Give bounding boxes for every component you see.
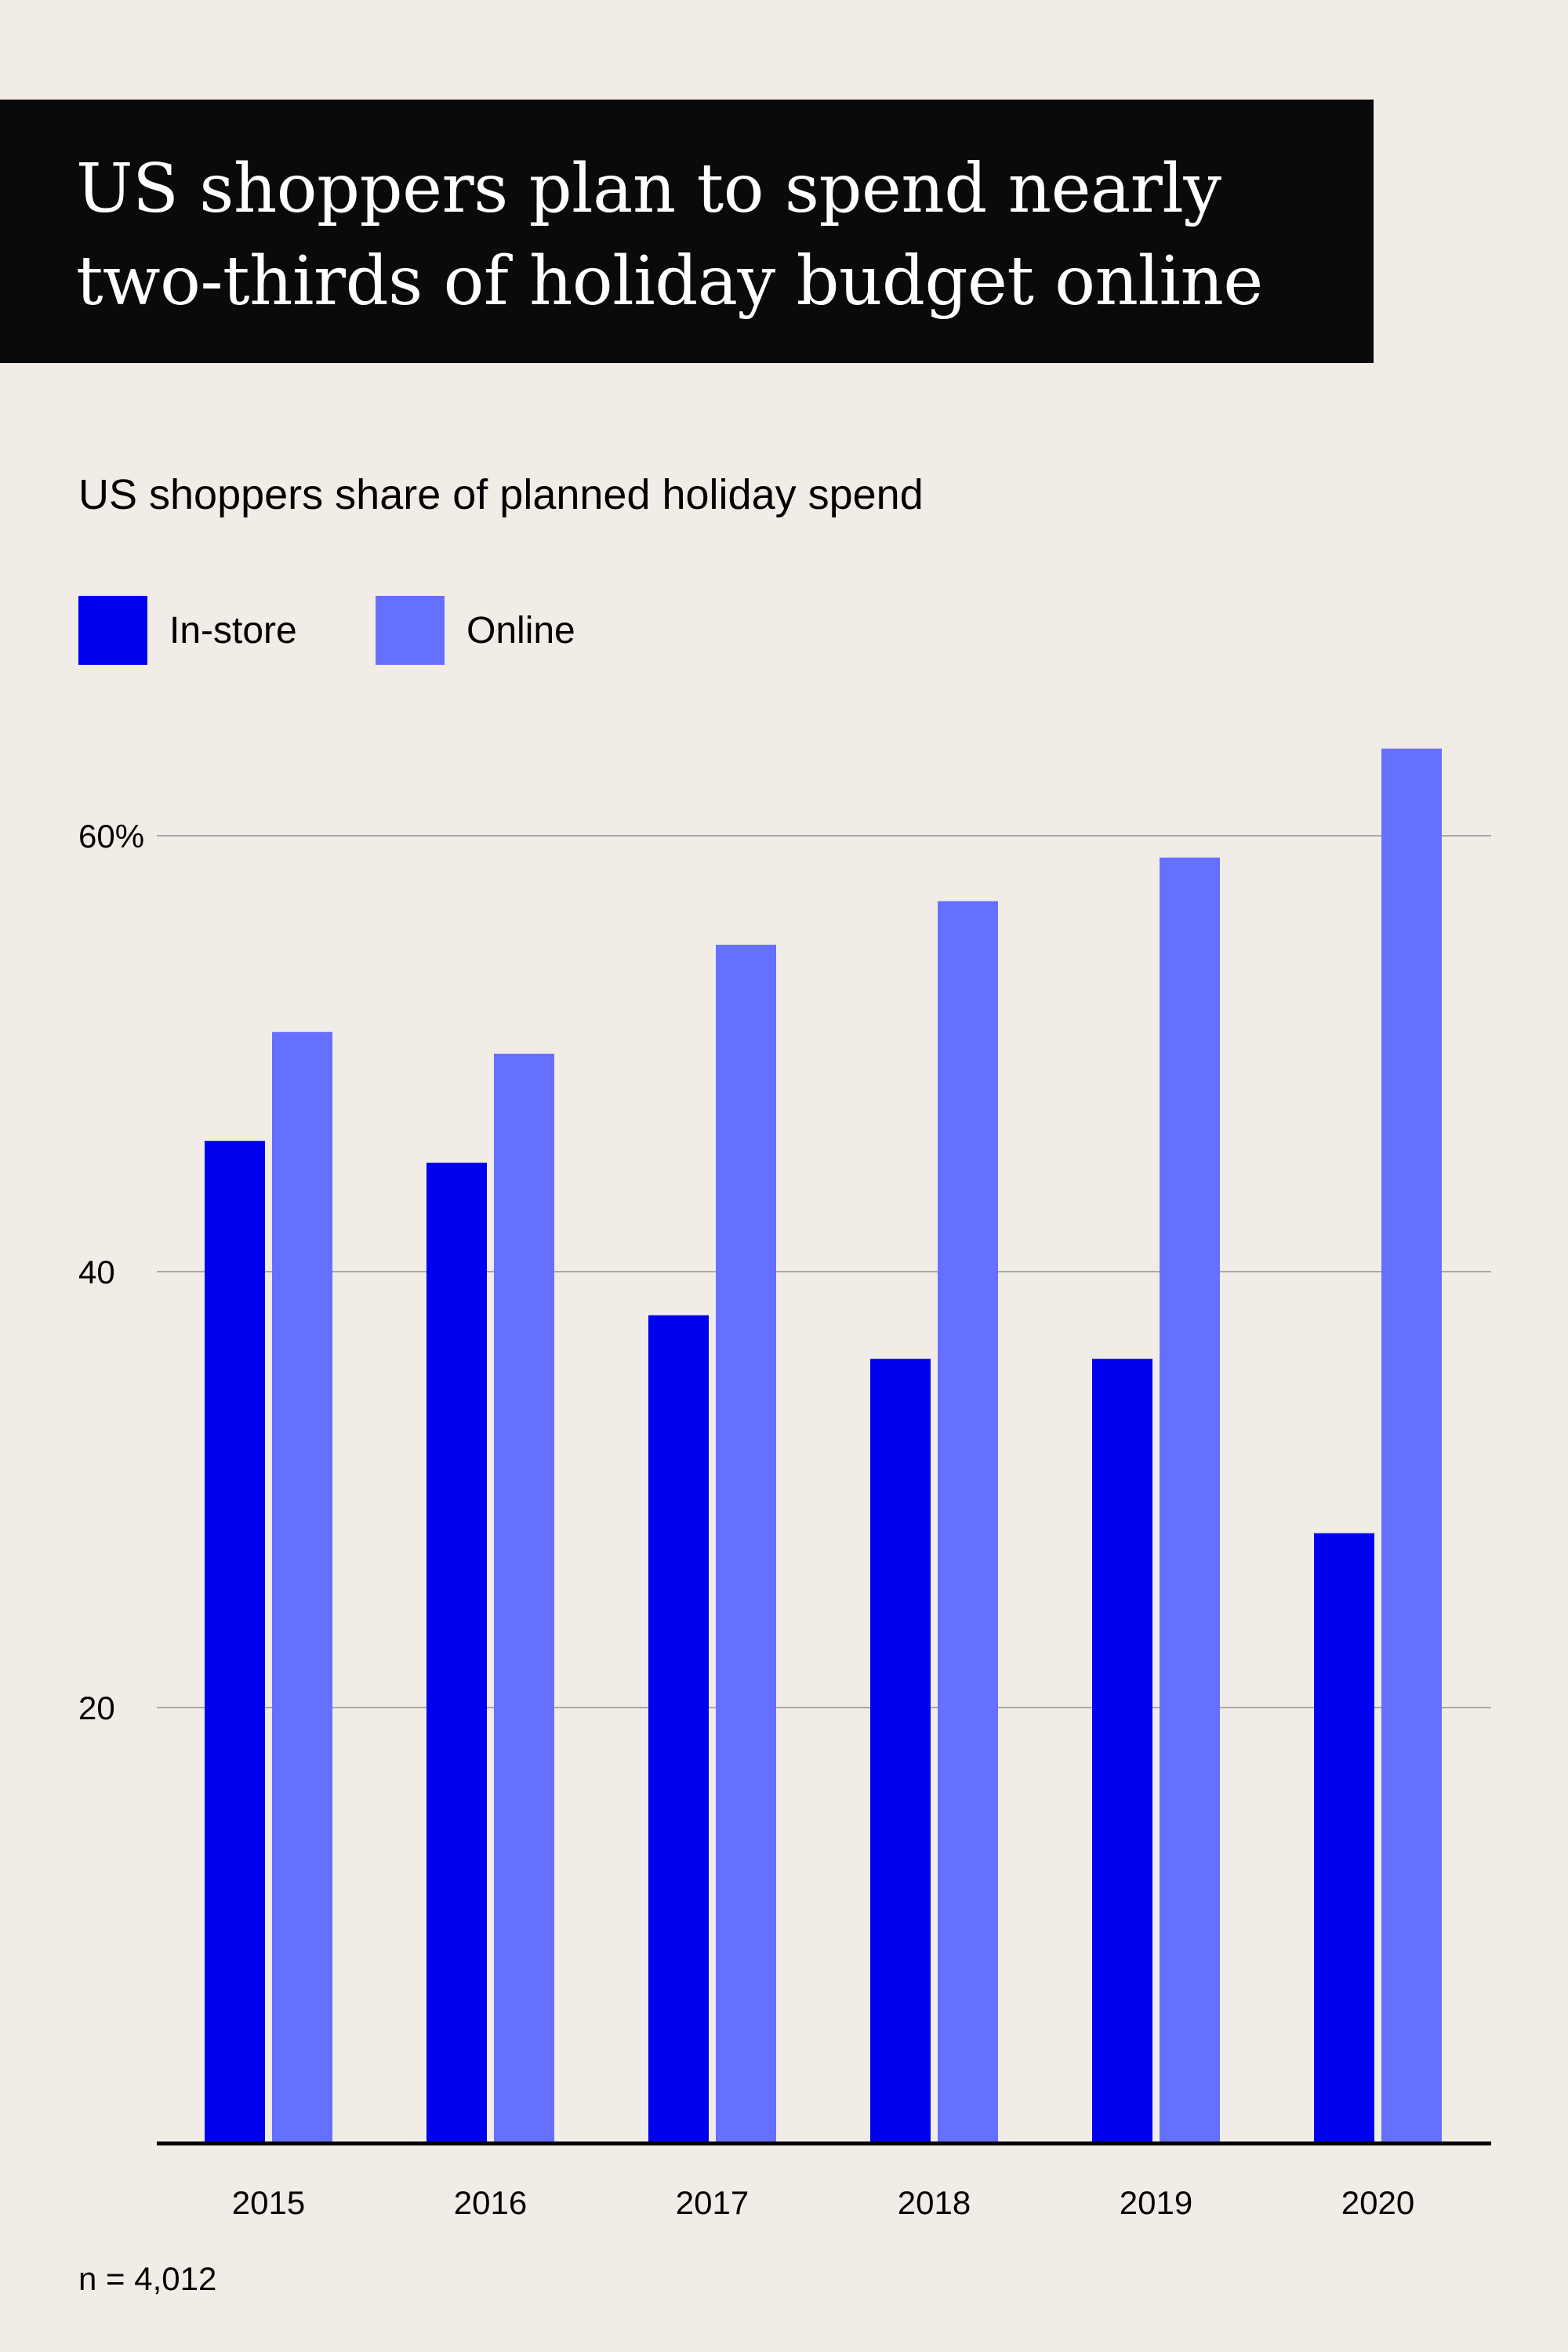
bar-online-2020	[1381, 748, 1442, 2143]
bar-online-2018	[938, 901, 998, 2143]
bar-in-store-2018	[870, 1359, 931, 2143]
bar-in-store-2015	[205, 1141, 265, 2143]
bar-in-store-2016	[426, 1163, 487, 2143]
bar-in-store-2020	[1314, 1533, 1374, 2143]
legend-label-online: Online	[466, 609, 575, 652]
chart-title-line-2: two-thirds of holiday budget online	[76, 242, 1263, 321]
bar-online-2015	[272, 1032, 332, 2143]
x-tick-label-2019: 2019	[1120, 2184, 1192, 2221]
y-tick-label-40: 40	[78, 1254, 115, 1290]
bar-in-store-2017	[648, 1315, 709, 2143]
y-tick-label-60: 60%	[78, 818, 144, 855]
bar-online-2019	[1160, 857, 1220, 2143]
bar-layer	[205, 748, 1442, 2143]
legend-swatch-online	[376, 596, 445, 665]
grid-layer	[157, 835, 1491, 1708]
x-tick-label-2020: 2020	[1341, 2184, 1414, 2221]
title-banner: US shoppers plan to spend nearly two-thi…	[0, 100, 1374, 363]
bar-online-2016	[494, 1054, 554, 2143]
x-tick-label-2017: 2017	[676, 2184, 749, 2221]
legend-item-in-store: In-store	[78, 596, 297, 665]
legend-swatch-in-store	[78, 596, 147, 665]
bar-in-store-2019	[1092, 1359, 1152, 2143]
legend-label-in-store: In-store	[169, 609, 297, 652]
sample-size-note: n = 4,012	[78, 2260, 217, 2297]
bar-online-2017	[716, 945, 776, 2143]
y-tick-label-20: 20	[78, 1690, 115, 1726]
legend-item-online: Online	[376, 596, 575, 665]
x-tick-label-2018: 2018	[898, 2184, 971, 2221]
x-tick-label-2016: 2016	[454, 2184, 527, 2221]
chart-subtitle: US shoppers share of planned holiday spe…	[78, 471, 924, 518]
chart-title-line-1: US shoppers plan to spend nearly	[76, 150, 1221, 228]
label-layer: 20 40 60% 2015 2016 2017 2018 2019 2020	[78, 818, 1414, 2221]
x-tick-label-2015: 2015	[232, 2184, 305, 2221]
